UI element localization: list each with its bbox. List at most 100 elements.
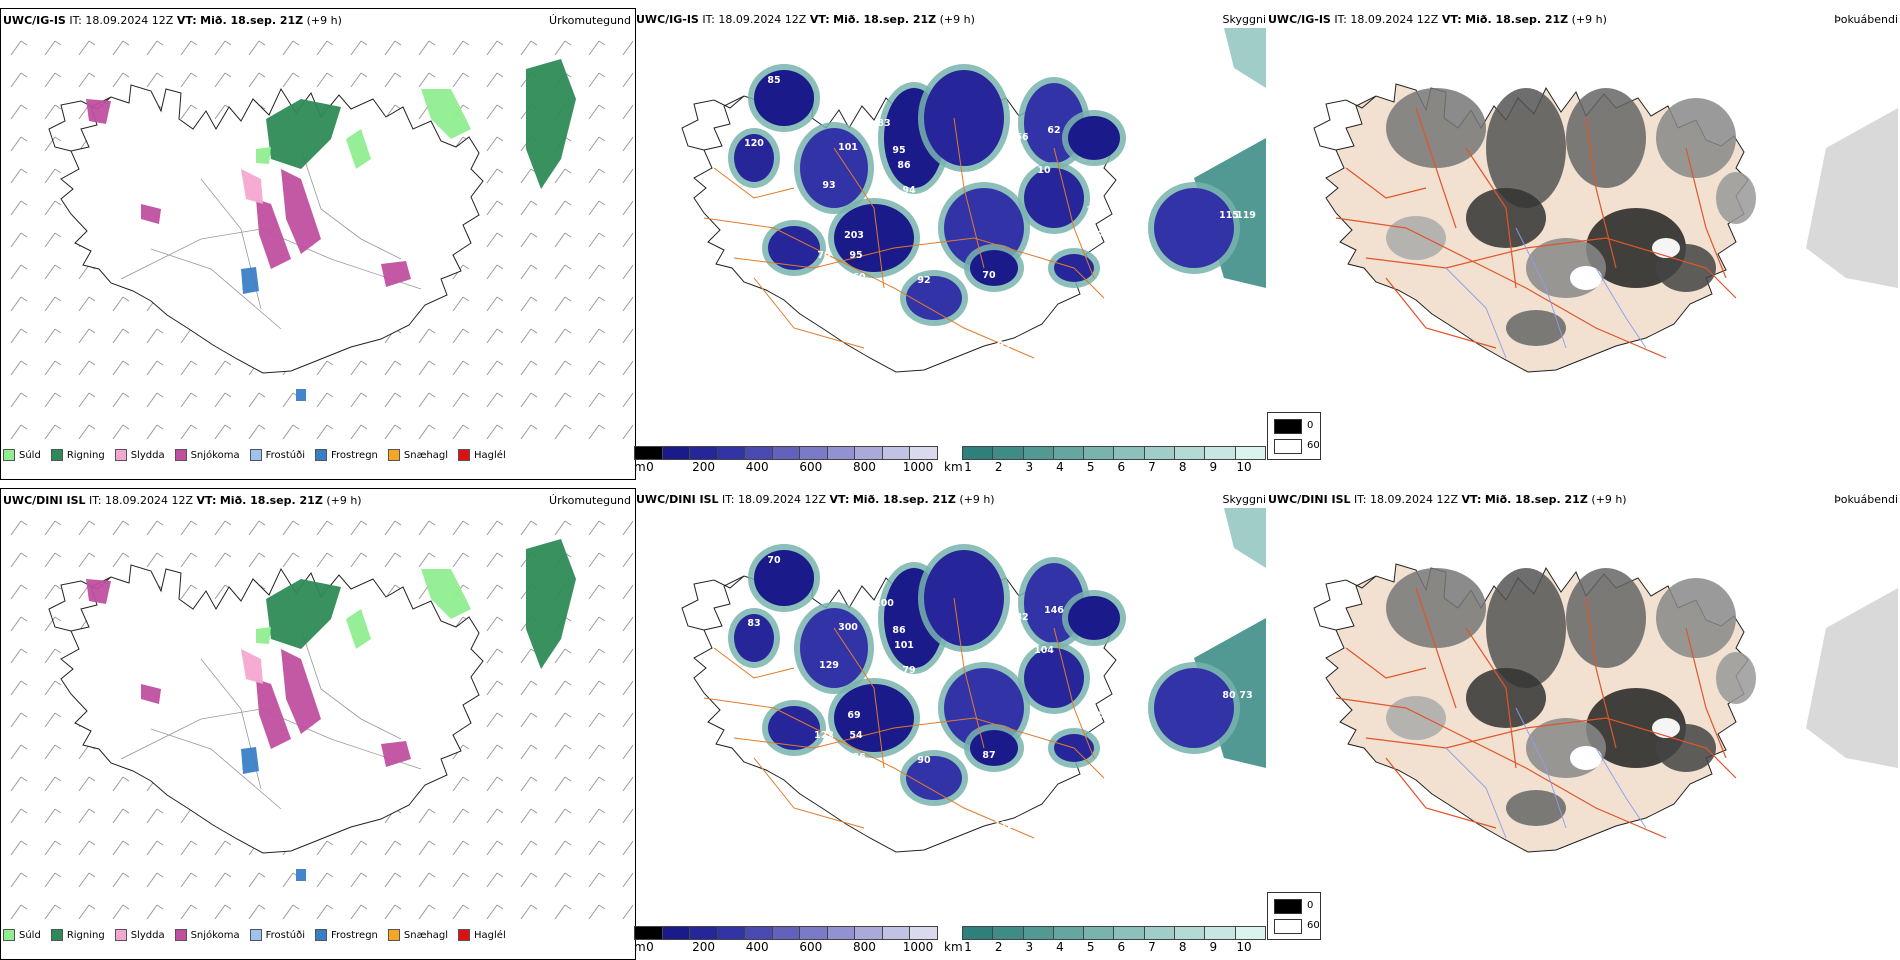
visibility-colorbar <box>962 446 1266 460</box>
legend-label: Súld <box>19 930 41 941</box>
panel-title: Skyggni <box>1222 493 1266 506</box>
cloud-map[interactable]: 70 83 300 129 101 100 86 79 71 82 146 86 104 122 69 54 8… <box>634 508 1266 918</box>
cloud-base-area <box>800 608 868 688</box>
precip-area <box>421 569 471 619</box>
colorbar-segment <box>690 447 718 459</box>
fog-map[interactable] <box>1266 28 1898 438</box>
fog-area <box>1466 188 1546 248</box>
colorbar-segment <box>1114 927 1145 939</box>
cloud-base-area <box>734 134 774 182</box>
colorbar-segment <box>745 447 773 459</box>
cloud-base-area <box>754 70 814 126</box>
fog-high-swatch <box>1274 899 1302 914</box>
colorbar-segment <box>1023 447 1054 459</box>
precip-legend: Súld Rigning Slydda Snjókoma Frostúði Frostre… <box>3 449 516 465</box>
legend-item-frostúði: Frostúði <box>249 929 305 941</box>
cloud-base-area <box>768 706 820 750</box>
precip-area <box>256 627 271 644</box>
cloud-base-label: 90 <box>917 755 931 766</box>
cloud-base-label: 80 <box>1222 690 1236 701</box>
fog-area <box>1566 568 1646 668</box>
legend-swatch <box>249 929 262 941</box>
colorbar-segment <box>662 447 691 459</box>
cloud-base-label: 54 <box>849 730 863 741</box>
fog-area <box>1806 588 1898 768</box>
legend-label: Snjókoma <box>190 450 240 461</box>
cloud-base-label: 86 <box>1012 630 1026 641</box>
legend-swatch <box>114 449 127 461</box>
fog-high-label: 0 <box>1307 420 1314 431</box>
cloud-base-area <box>924 70 1004 166</box>
visibility-colorbar <box>962 926 1266 940</box>
colorbar-segment <box>745 927 773 939</box>
fog-area <box>1716 652 1756 704</box>
colorbar-segment <box>690 927 718 939</box>
legend-label: Haglél <box>474 450 506 461</box>
legend-item-frostúði: Frostúði <box>249 449 305 461</box>
cloud-base-area <box>1154 668 1234 748</box>
colorbar-segment <box>1053 927 1085 939</box>
colorbar-tick-label: 9 <box>1209 460 1218 474</box>
precip-area <box>296 869 306 881</box>
legend-swatch <box>3 929 15 941</box>
legend-item-súld: Súld <box>3 929 41 941</box>
colorbar-segment <box>662 927 691 939</box>
cloud-base-label: 122 <box>814 730 834 741</box>
precip-area <box>346 129 371 169</box>
cloud-base-label: 64 <box>1097 710 1111 721</box>
fog-panel: UWC/DINI ISL IT: 18.09.2024 12Z VT: Mið.… <box>1266 488 1900 958</box>
road-network <box>1335 587 1737 839</box>
cloud-base-area <box>906 276 962 320</box>
colorbar-segment <box>635 447 663 459</box>
colorbar-segment <box>772 447 801 459</box>
legend-item-snæhagl: Snæhagl <box>387 929 448 941</box>
cloud-base-label: 85 <box>767 75 780 86</box>
fog-area <box>1386 696 1446 740</box>
legend-label: Frostúði <box>265 450 305 461</box>
colorbar-segment <box>1084 447 1115 459</box>
fog-panel: UWC/IG-IS IT: 18.09.2024 12Z VT: Mið. 18… <box>1266 8 1900 478</box>
precip-area <box>281 169 321 254</box>
precip-map[interactable] <box>1 509 633 919</box>
fog-map[interactable] <box>1266 508 1898 918</box>
cloud-base-area <box>834 204 914 272</box>
forecast-row-1: UWC/IG-IS IT: 18.09.2024 12Z VT: Mið. 18… <box>0 8 1900 480</box>
cloud-base-label: 104 <box>1034 645 1054 656</box>
cloud-base-label: 53 <box>837 310 850 321</box>
cloud-base-area <box>1024 168 1084 228</box>
colorbar-segment <box>827 927 856 939</box>
colorbar-segment <box>1144 447 1176 459</box>
colorbar-segment <box>855 447 883 459</box>
cloud-base-label: 70 <box>767 555 781 566</box>
cloud-base-label: 55 <box>917 252 930 263</box>
cloud-base-area <box>800 128 868 208</box>
cloud-base-label: 155 <box>924 670 944 681</box>
cloud-map[interactable]: 85 120 101 93 86 83 95 94 74 56 62 89 10 70 203 95 60 55 9… <box>634 28 1266 438</box>
colorbar-tick-label: 200 <box>692 940 716 954</box>
cloud-base-label: 82 <box>899 838 912 849</box>
cloud-base-label: 125 <box>1074 778 1094 789</box>
precip-area <box>141 204 161 224</box>
cloud-base-label: 61 <box>1082 800 1095 811</box>
colorbar-segment <box>1114 447 1145 459</box>
colorbar-segment <box>1084 927 1115 939</box>
cloud-base-area <box>906 756 962 800</box>
cloud-base-label: 66 <box>897 860 911 871</box>
precip-panel: UWC/IG-IS IT: 18.09.2024 12Z VT: Mið. 18… <box>0 8 636 480</box>
colorbar-tick-label: 3 <box>1025 940 1034 954</box>
precip-map[interactable] <box>1 29 633 439</box>
colorbar-tick-label: 400 <box>745 460 769 474</box>
precip-area <box>381 741 411 767</box>
cloud-base-label: 203 <box>844 230 864 241</box>
fog-area <box>1652 718 1680 738</box>
cloud-base-area <box>1068 596 1120 640</box>
cloud-base-label: 76 <box>972 772 986 783</box>
colorbar-tick-label: 200 <box>692 460 716 474</box>
colorbar-tick-label: 1 <box>964 940 972 954</box>
cloud-base-label: 68 <box>917 732 931 743</box>
fog-low-swatch <box>1274 439 1302 454</box>
cloud-base-label: 58 <box>1082 320 1096 331</box>
legend-swatch <box>315 929 327 941</box>
cloud-base-label: 10 <box>1037 165 1051 176</box>
rivers <box>1445 227 1647 359</box>
